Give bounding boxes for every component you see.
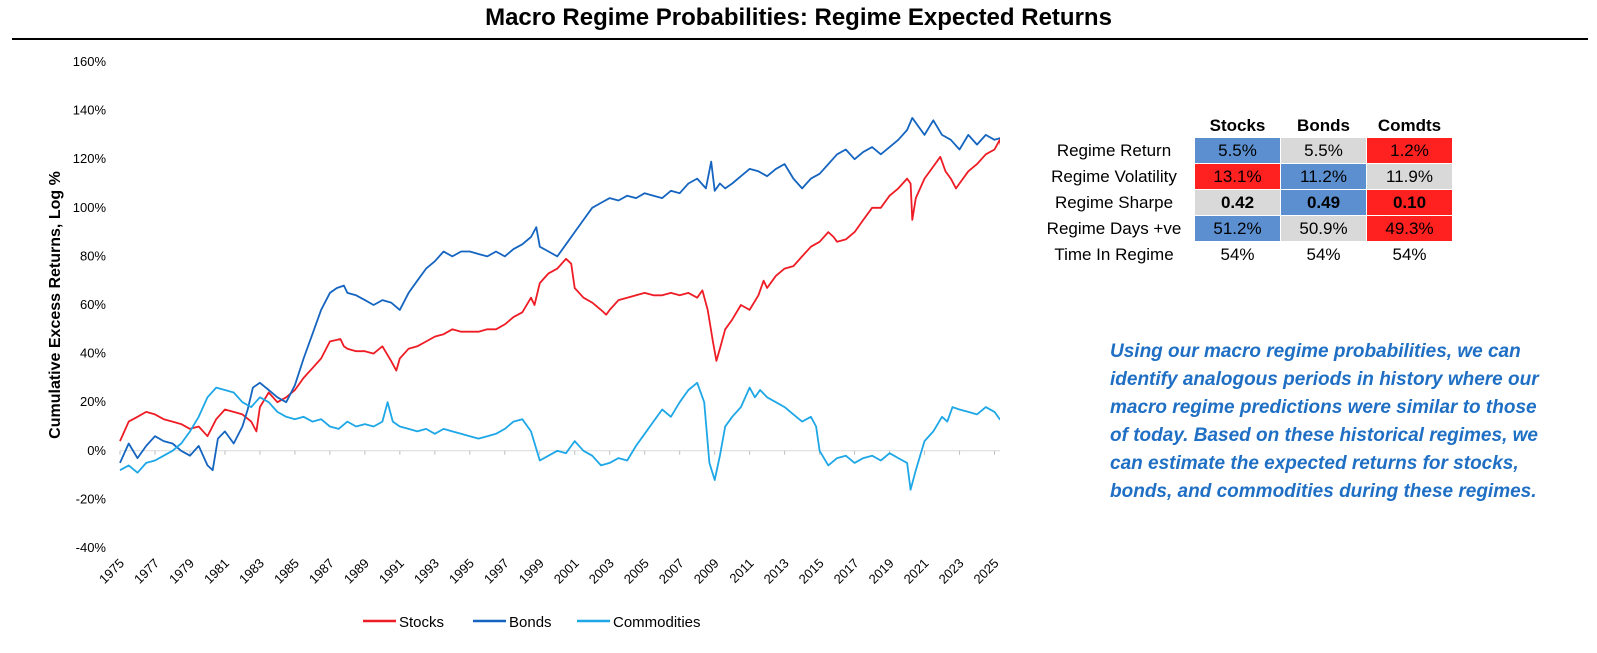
legend-label: Stocks: [399, 614, 444, 631]
table-body: Regime Return 5.5% 5.5% 1.2% Regime Volatili…: [1034, 137, 1453, 268]
table-cell: 1.2%: [1366, 137, 1453, 164]
row-label: Regime Sharpe: [1054, 192, 1174, 212]
table-row: Regime Return 5.5% 5.5% 1.2%: [1034, 137, 1453, 164]
chart-series: [119, 117, 1000, 491]
x-tick-label: 1977: [131, 556, 162, 587]
y-tick-label: 20%: [80, 394, 106, 409]
x-tick-label: 2019: [866, 556, 897, 587]
table-cell: 13.1%: [1194, 163, 1281, 190]
table-cell: 0.10: [1366, 189, 1453, 216]
x-tick-label: 1981: [201, 556, 232, 587]
y-tick-label: 60%: [80, 297, 106, 312]
table-cell: 0.49: [1280, 189, 1367, 216]
x-tick-label: 2021: [901, 556, 932, 587]
x-tick-label: 2003: [586, 556, 617, 587]
x-tick-label: 1985: [271, 556, 302, 587]
legend-label: Bonds: [509, 614, 552, 631]
y-axis-label: Cumulative Excess Returns, Log %: [47, 171, 64, 439]
x-tick-label: 1983: [236, 556, 267, 587]
table-cell: 54%: [1194, 241, 1281, 268]
y-tick-label: 80%: [80, 248, 106, 263]
x-tick-label: 1989: [341, 556, 372, 587]
line-chart: Cumulative Excess Returns, Log % -40% -20…: [47, 54, 1000, 631]
table-cell: 0.42: [1194, 189, 1281, 216]
x-tick-label: 2013: [761, 556, 792, 587]
table-cell: 49.3%: [1366, 215, 1453, 242]
table-cell: 11.9%: [1366, 163, 1453, 190]
x-tick-label: 1987: [306, 556, 337, 587]
x-tick-label: 1991: [376, 556, 407, 587]
regime-stats-table: Stocks Bonds Comdts Regime Return 5.5% 5.5…: [1034, 114, 1453, 268]
x-tick-label: 1975: [96, 556, 127, 587]
x-tick-label: 1999: [516, 556, 547, 587]
y-tick-label: 0%: [87, 443, 106, 458]
table-cell: 5.5%: [1194, 137, 1281, 164]
x-tick-label: 2001: [551, 556, 582, 587]
chart-legend: Stocks Bonds Commodities: [363, 614, 701, 631]
legend-label: Commodities: [613, 614, 701, 631]
x-tick-label: 2025: [971, 556, 1000, 587]
x-tick-label: 2017: [831, 556, 862, 587]
series-line-commodities: [119, 381, 1000, 491]
y-tick-label: -40%: [76, 540, 107, 555]
y-tick-label: 160%: [73, 54, 107, 69]
table-cell: 11.2%: [1280, 163, 1367, 190]
x-tick-label: 2005: [621, 556, 652, 587]
y-tick-label: 120%: [73, 151, 107, 166]
title-divider: [12, 38, 1588, 40]
x-tick-label: 2011: [726, 556, 756, 586]
series-line-stocks: [119, 138, 1000, 442]
table-cell: 5.5%: [1280, 137, 1367, 164]
y-axis-label-group: Cumulative Excess Returns, Log %: [47, 171, 64, 439]
x-tick-label: 1993: [411, 556, 442, 587]
column-header: Stocks: [1209, 115, 1266, 135]
x-tick-label: 2007: [656, 556, 687, 587]
table-cell: 54%: [1366, 241, 1453, 268]
column-header: Bonds: [1297, 115, 1350, 135]
table-cell: 51.2%: [1194, 215, 1281, 242]
table-cell: 54%: [1280, 241, 1367, 268]
row-label: Regime Days +ve: [1046, 218, 1182, 238]
table-row: Time In Regime 54% 54% 54%: [1034, 241, 1453, 268]
row-label: Regime Volatility: [1051, 166, 1177, 186]
row-label: Regime Return: [1056, 140, 1172, 160]
y-tick-label: -20%: [76, 491, 107, 506]
commentary-text: Using our macro regime probabilities, we…: [1110, 341, 1539, 502]
table-cell: 50.9%: [1280, 215, 1367, 242]
table-header-row: Stocks Bonds Comdts: [1034, 114, 1453, 138]
column-header: Comdts: [1377, 115, 1442, 135]
y-tick-label: 100%: [73, 200, 107, 215]
x-tick-label: 2015: [796, 556, 827, 587]
chart-axes: -40% -20% 0% 20% 40% 60% 80% 100% 120% 140% 160% 19…: [73, 54, 1000, 587]
table-row: Regime Volatility 13.1% 11.2% 11.9%: [1034, 163, 1453, 190]
x-tick-label: 1979: [166, 556, 197, 587]
y-tick-label: 140%: [73, 103, 107, 118]
table-corner: [1034, 114, 1195, 138]
table-row: Regime Sharpe 0.42 0.49 0.10: [1034, 189, 1453, 216]
x-tick-label: 2009: [691, 556, 722, 587]
series-line-bonds: [119, 117, 1000, 472]
table-row: Regime Days +ve 51.2% 50.9% 49.3%: [1034, 215, 1453, 242]
x-tick-label: 1995: [446, 556, 477, 587]
x-tick-label: 2023: [936, 556, 967, 587]
x-tick-label: 1997: [481, 556, 512, 587]
y-tick-label: 40%: [80, 346, 106, 361]
page-title: Macro Regime Probabilities: Regime Expec…: [485, 4, 1112, 31]
row-label: Time In Regime: [1054, 244, 1174, 264]
